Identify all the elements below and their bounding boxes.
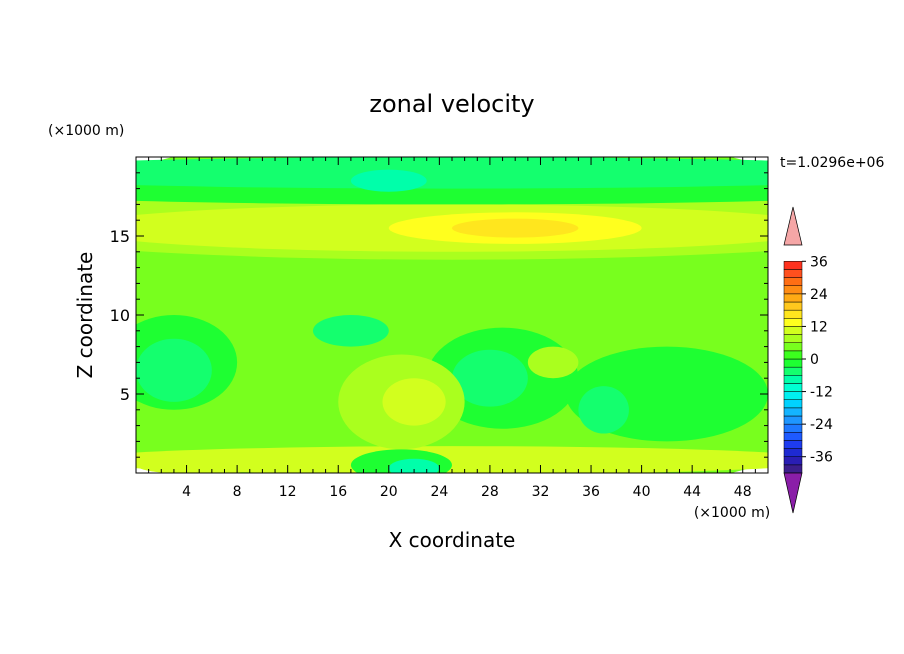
x-tick-label: 4: [182, 484, 191, 500]
colorbar-segment: [783, 269, 803, 278]
x-tick-label: 24: [430, 484, 448, 500]
y-tick-label: 5: [120, 385, 130, 404]
contour-region-22: [350, 169, 427, 192]
contour-region-9: [136, 455, 263, 473]
contour-region-5: [452, 349, 528, 407]
colorbar-segment: [783, 293, 803, 303]
colorbar: 36 24 12 0 -12 -24 -36: [783, 206, 833, 514]
colorbar-segment: [783, 285, 803, 295]
contour-field: [136, 157, 768, 473]
colorbar-segment: [783, 407, 803, 417]
colorbar-segment: [783, 415, 803, 425]
contour-region-7: [312, 315, 389, 347]
colorbar-segment: [783, 342, 803, 352]
colorbar-segment: [783, 366, 803, 376]
y-units-label: (×1000 m): [48, 123, 124, 139]
contour-region-12: [559, 450, 623, 473]
colorbar-tick-label: -36: [810, 450, 833, 466]
chart-title: zonal velocity: [369, 90, 534, 118]
x-axis: 4 8 12 16 20 24 28 32 36 40 44 48: [148, 157, 756, 500]
colorbar-segment: [783, 326, 803, 335]
colorbar-segment: [783, 277, 803, 286]
time-label: t=1.0296e+06: [780, 155, 884, 171]
y-axis: 5 10 15: [110, 172, 768, 458]
contour-region-15: [527, 346, 579, 379]
colorbar-segment: [783, 399, 803, 409]
colorbar-under-triangle: [783, 472, 803, 514]
colorbar-tick-label: 12: [810, 319, 828, 335]
y-tick-label: 15: [110, 227, 130, 246]
colorbar-segment: [783, 448, 803, 457]
y-tick-label: 10: [110, 306, 130, 325]
x-tick-label: 40: [633, 484, 651, 500]
x-tick-label: 20: [380, 484, 398, 500]
x-units-label: (×1000 m): [694, 505, 770, 521]
x-tick-label: 16: [329, 484, 347, 500]
colorbar-segment: [783, 318, 803, 327]
colorbar-tick-label: 0: [810, 352, 819, 368]
colorbar-segment: [783, 309, 803, 319]
x-tick-label: 44: [683, 484, 701, 500]
colorbar-segment: [783, 350, 803, 360]
colorbar-segment: [783, 261, 803, 270]
contour-region-11: [388, 458, 440, 473]
colorbar-segment: [783, 334, 803, 343]
colorbar-segment: [783, 383, 803, 392]
y-axis-label: Z coordinate: [73, 252, 97, 379]
x-axis-label: X coordinate: [389, 528, 516, 552]
x-tick-label: 12: [279, 484, 297, 500]
colorbar-segment: [783, 391, 803, 400]
colorbar-segment: [783, 358, 803, 368]
contour-region-21: [136, 157, 768, 189]
colorbar-tick-label: 24: [810, 287, 828, 303]
contour-region-14: [382, 378, 446, 426]
colorbar-segment: [783, 301, 803, 311]
contour-region-4: [136, 338, 212, 402]
colorbar-tick-label: 36: [810, 254, 828, 270]
x-tick-label: 8: [233, 484, 242, 500]
colorbar-tick-label: -12: [810, 385, 833, 401]
colorbar-segment: [783, 375, 803, 384]
colorbar-segment: [783, 456, 803, 466]
x-tick-label: 48: [734, 484, 752, 500]
x-tick-label: 36: [582, 484, 600, 500]
colorbar-segment: [783, 432, 803, 441]
colorbar-over-triangle: [783, 206, 803, 246]
contour-region-6: [578, 386, 629, 434]
colorbar-segment: [783, 440, 803, 449]
contour-region-19: [452, 218, 579, 238]
colorbar-segment: [783, 464, 803, 474]
colorbar-tick-label: -24: [810, 417, 833, 433]
colorbar-segment: [783, 423, 803, 433]
x-tick-label: 28: [481, 484, 499, 500]
x-tick-label: 32: [532, 484, 550, 500]
